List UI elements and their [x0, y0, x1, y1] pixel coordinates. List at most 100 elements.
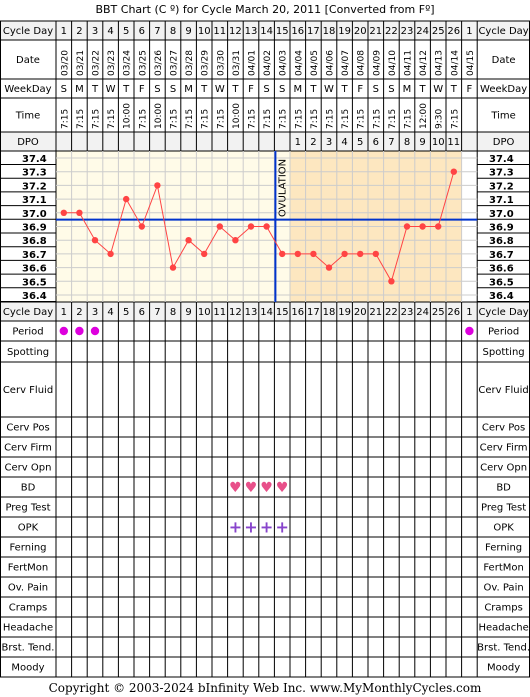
date-label: 03/30 [216, 50, 226, 76]
dpo-number: 3 [326, 137, 332, 148]
weekday-label: T [419, 84, 427, 95]
time-label: 7:15 [450, 109, 460, 129]
y-tick-label-left: 36.5 [22, 277, 47, 288]
cycle-day-number: 8 [170, 26, 176, 37]
temperature-point [247, 223, 255, 230]
date-label: 04/02 [263, 50, 273, 76]
row-label-right-cerv-opn: Cerv Opn [480, 463, 527, 474]
temperature-point [169, 264, 177, 271]
date-label: 04/08 [357, 50, 367, 76]
time-label: 7:15 [92, 109, 102, 129]
row-label-bd: BD [21, 483, 36, 494]
date-label: 03/22 [92, 50, 102, 76]
row-label-ferning: Ferning [9, 543, 46, 554]
cycle-day-number: 17 [307, 26, 320, 37]
y-tick-label-left: 37.4 [22, 154, 47, 165]
cycle-day-number: 3 [92, 26, 98, 37]
period-dot [59, 326, 68, 336]
row-cells: 1 2 3 4 5 6 7 8 9 10 11 12 13 14 15 16 17 18 19 20 21 22 23 24 2… [59, 26, 476, 537]
weekday-label: T [450, 84, 458, 95]
cycle-day-number: 14 [260, 307, 273, 318]
cycle-day-number: 18 [323, 26, 336, 37]
y-tick-label-left: 36.6 [22, 264, 47, 275]
date-label: 04/11 [404, 50, 414, 76]
row-label-period: Period [12, 327, 43, 338]
date-label: 04/14 [450, 50, 460, 76]
row-label-cerv-pos: Cerv Pos [6, 423, 49, 434]
bd-heart-icon: ♥ [276, 480, 289, 496]
ovulation-label: OVULATION [277, 159, 288, 217]
time-label: 7:15 [372, 109, 382, 129]
dpo-number: 6 [373, 137, 379, 148]
date-label: 03/31 [232, 50, 242, 76]
time-label: 7:15 [388, 109, 398, 129]
period-dot [90, 326, 100, 336]
cycle-day-number: 10 [198, 307, 211, 318]
cycle-day-number: 20 [354, 26, 367, 37]
time-label: 10:00 [123, 103, 133, 129]
row-label-right-moody: Moody [487, 663, 520, 674]
weekday-label: S [154, 84, 160, 95]
row-label-cycle-day: Cycle Day [3, 307, 53, 318]
cycle-day-number: 22 [385, 26, 398, 37]
row-label-right-period: Period [488, 327, 519, 338]
temperature-point [216, 223, 223, 230]
time-label: 7:15 [201, 109, 211, 129]
time-label: 7:15 [76, 109, 86, 129]
table-bg [0, 21, 530, 677]
temperature-point [372, 250, 379, 258]
date-label: 04/05 [310, 50, 320, 76]
date-label: 03/27 [170, 50, 180, 76]
cycle-day-number: 5 [123, 307, 129, 318]
time-label: 7:15 [107, 109, 117, 129]
cycle-day-number: 14 [260, 26, 273, 37]
date-label: 04/13 [435, 50, 445, 76]
y-tick-label-right: 36.9 [489, 223, 514, 234]
cycle-day-number: 25 [432, 26, 445, 37]
opk-plus-icon: + [229, 518, 242, 537]
cycle-day-number: 17 [307, 307, 320, 318]
cycle-day-number: 13 [245, 307, 258, 318]
date-label: 03/24 [123, 50, 133, 76]
weekday-label: M [184, 84, 193, 95]
cycle-day-number: 1 [61, 307, 67, 318]
row-shade [0, 302, 530, 321]
date-label: 04/01 [248, 50, 258, 76]
row-label-right-fertmon: FertMon [483, 563, 523, 574]
date-label: 04/12 [419, 50, 429, 76]
y-tick-label-left: 37.2 [22, 181, 47, 192]
temperature-point [388, 278, 395, 285]
time-label: 7:15 [263, 109, 273, 129]
y-tick-label-right: 37.4 [489, 154, 514, 165]
y-tick-label-left: 36.4 [22, 291, 47, 302]
temperature-point [341, 250, 348, 258]
cycle-day-number: 19 [338, 307, 351, 318]
row-label-right-bd: BD [496, 483, 511, 494]
time-label: 7:15 [138, 109, 148, 129]
cycle-day-number: 11 [213, 307, 226, 318]
cycle-day-number: 1 [466, 307, 472, 318]
time-label: 9:30 [435, 109, 445, 129]
row-label-right-cycle-day: Cycle Day [478, 307, 528, 318]
time-label: 7:15 [404, 109, 414, 129]
date-label: 04/07 [341, 50, 351, 76]
time-label: 7:15 [60, 109, 70, 129]
dpo-number: 4 [341, 137, 347, 148]
row-label-right-opk: OPK [493, 523, 514, 534]
y-tick-label-right: 36.5 [489, 277, 514, 288]
date-label: 04/15 [466, 50, 476, 76]
temperature-point [123, 195, 130, 203]
cycle-day-number: 8 [170, 307, 176, 318]
temperature-point [263, 223, 270, 230]
temperature-point [310, 250, 317, 258]
row-label-right-cycle-day: Cycle Day [478, 26, 528, 37]
temperature-point [325, 264, 333, 271]
temperature-point [419, 223, 426, 230]
temperature-point [279, 250, 286, 258]
time-label: 7:15 [310, 109, 320, 129]
row-label-right-brst-tend: Brst. Tend. [477, 643, 530, 654]
date-label: 04/10 [388, 50, 398, 76]
weekday-label: W [106, 84, 116, 95]
time-label: 7:15 [294, 109, 304, 129]
